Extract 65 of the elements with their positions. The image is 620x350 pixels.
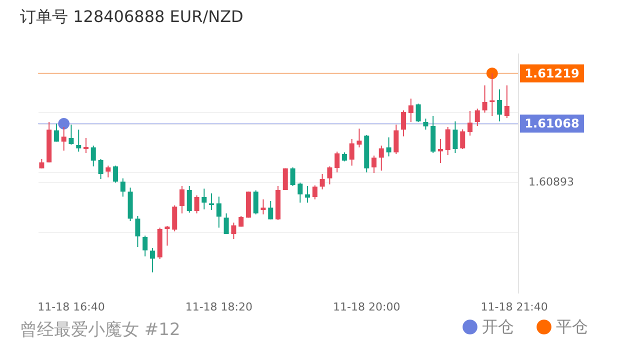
candlestick: [106, 165, 111, 178]
y-tick-label: 1.60893: [528, 176, 574, 188]
candlestick: [209, 192, 214, 210]
candlestick: [180, 186, 184, 214]
candlestick: [150, 248, 155, 273]
candlestick: [298, 182, 303, 204]
x-tick-label: 11-18 21:40: [480, 300, 548, 314]
candlestick: [68, 124, 74, 146]
candlestick: [98, 158, 104, 180]
candlestick: [172, 204, 178, 232]
candlestick: [474, 108, 480, 126]
candlestick: [445, 126, 450, 156]
legend-label: 开仓: [482, 317, 514, 336]
y-tick-label: 1.61068: [524, 116, 580, 131]
candlestick: [452, 120, 458, 154]
candlestick: [497, 88, 502, 122]
candlestick: [54, 123, 59, 142]
candlestick: [408, 98, 414, 122]
candlestick: [61, 126, 66, 152]
candlestick: [76, 129, 82, 152]
candlestick: [394, 124, 399, 154]
candlestick: [84, 138, 88, 154]
candlestick: [305, 186, 310, 204]
candlestick: [39, 158, 44, 169]
candlestick: [401, 110, 406, 137]
candlestick: [416, 103, 421, 122]
candlestick: [90, 145, 96, 167]
candlestick: [312, 184, 318, 200]
candlestick: [460, 128, 466, 150]
candlestick: [482, 84, 488, 114]
candlestick: [113, 165, 118, 184]
candlestick: [164, 226, 170, 246]
legend-label: 平仓: [556, 317, 588, 336]
candlestick: [290, 166, 296, 186]
candlestick: [135, 216, 140, 248]
candlestick: [372, 155, 376, 174]
candlestick: [378, 145, 384, 172]
candlestick: [468, 110, 472, 136]
candlestick: [320, 174, 325, 190]
candlestick: [260, 198, 266, 215]
candlestick: [142, 235, 148, 257]
candlestick: [231, 222, 236, 240]
candlestick: [423, 118, 428, 130]
candlestick: [186, 186, 192, 214]
candlestick: [327, 166, 332, 185]
candlestick: [202, 188, 207, 210]
x-tick-label: 11-18 16:40: [38, 300, 105, 314]
candlestick: [504, 84, 510, 118]
candlestick: [334, 151, 340, 173]
y-tick-label: 1.61219: [524, 66, 580, 80]
candlestick: [120, 178, 126, 198]
candlestick: [224, 212, 229, 234]
candlestick: [216, 196, 222, 228]
candlestick: [349, 138, 354, 166]
candlestick: [356, 128, 362, 148]
candlestick: [268, 200, 274, 220]
candlestick: [194, 194, 200, 214]
candlestick: [490, 72, 495, 116]
x-tick-label: 11-18 20:00: [333, 300, 400, 314]
x-tick-label: 11-18 18:20: [185, 300, 253, 314]
candlestick: [438, 138, 443, 164]
candlestick: [386, 136, 392, 157]
chart-title: 订单号 128406888 EUR/NZD: [20, 7, 244, 26]
text: 曾经最爱小魔女 #12: [20, 320, 180, 340]
candlestick: [253, 190, 258, 215]
